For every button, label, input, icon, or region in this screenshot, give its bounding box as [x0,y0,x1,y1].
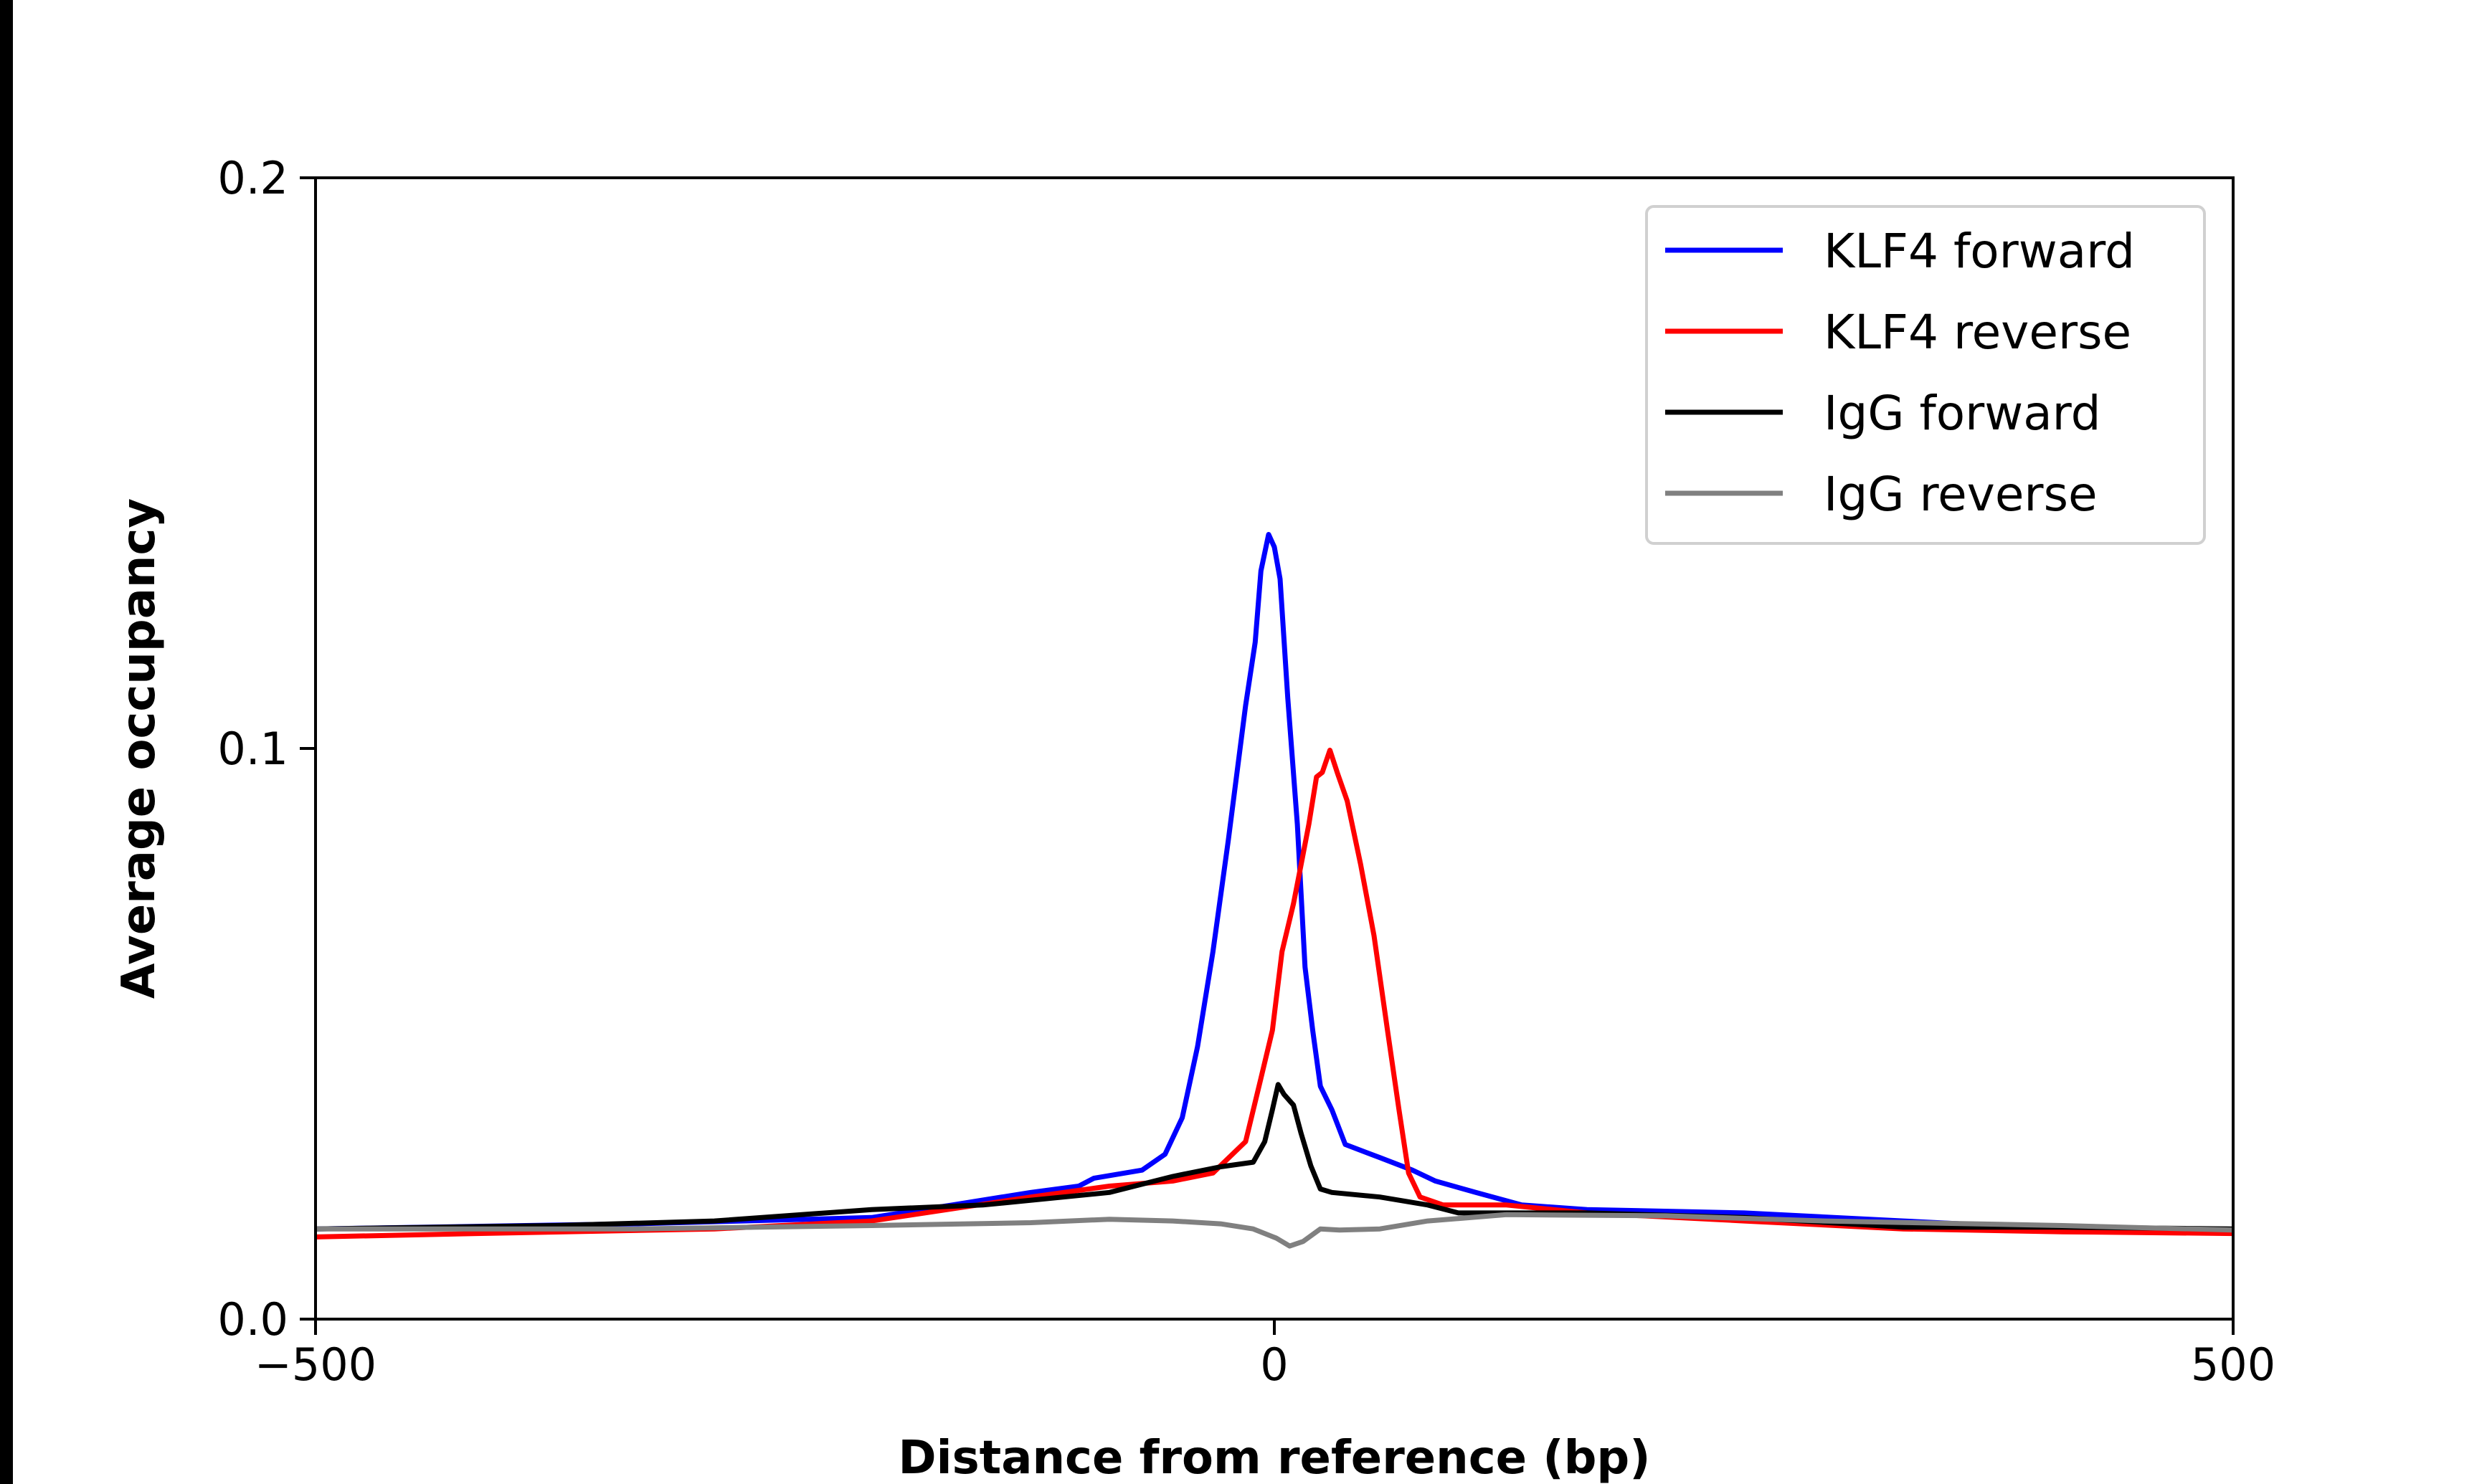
legend: KLF4 forward KLF4 reverse IgG forward IgG r… [1645,205,2206,545]
legend-frame [1645,205,2206,545]
legend-label: IgG forward [1824,386,2101,441]
x-axis-label: Distance from reference (bp) [899,1432,1651,1484]
series-layer [315,532,2234,1249]
x-tick-label: −500 [255,1338,376,1391]
legend-label: KLF4 forward [1824,224,2135,279]
x-tick-label: 500 [2191,1338,2275,1391]
y-axis-label: Average occupancy [113,498,166,999]
y-tick-label: 0.2 [217,152,288,204]
series-line-klf4-forward [315,532,2234,1233]
series-line-igg-forward [315,1082,2234,1232]
legend-label: KLF4 reverse [1824,305,2131,360]
series-line-igg-reverse [316,1212,2234,1249]
ticks-layer: −500 0 500 0.0 0.1 0.2 [217,152,2275,1391]
y-tick-label: 0.0 [217,1293,288,1346]
left-edge-bar [0,0,13,1484]
x-tick-label: 0 [1260,1338,1288,1391]
y-tick-label: 0.1 [217,723,288,775]
series-line-klf4-reverse [315,747,2234,1240]
legend-label: IgG reverse [1824,467,2098,522]
